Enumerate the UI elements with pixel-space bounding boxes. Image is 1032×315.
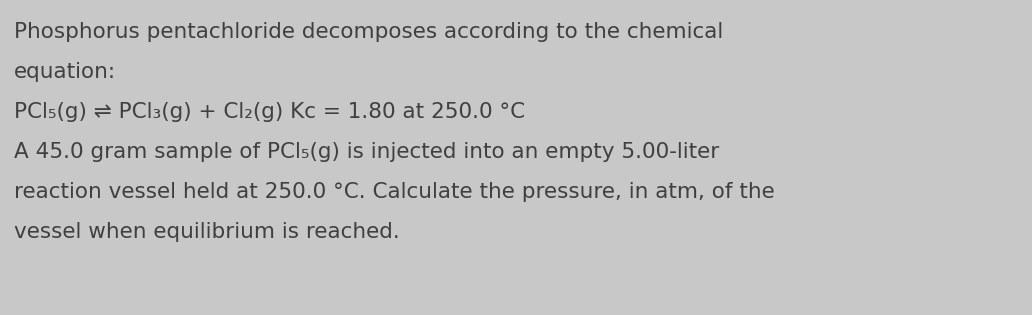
Text: Phosphorus pentachloride decomposes according to the chemical: Phosphorus pentachloride decomposes acco… — [14, 22, 723, 42]
Text: vessel when equilibrium is reached.: vessel when equilibrium is reached. — [14, 222, 399, 242]
Text: reaction vessel held at 250.0 °C. Calculate the pressure, in atm, of the: reaction vessel held at 250.0 °C. Calcul… — [14, 182, 775, 202]
Text: equation:: equation: — [14, 62, 117, 82]
Text: A 45.0 gram sample of PCl₅(g) is injected into an empty 5.00-liter: A 45.0 gram sample of PCl₅(g) is injecte… — [14, 142, 719, 162]
Text: PCl₅(g) ⇌ PCl₃(g) + Cl₂(g) Kc = 1.80 at 250.0 °C: PCl₅(g) ⇌ PCl₃(g) + Cl₂(g) Kc = 1.80 at … — [14, 102, 525, 122]
